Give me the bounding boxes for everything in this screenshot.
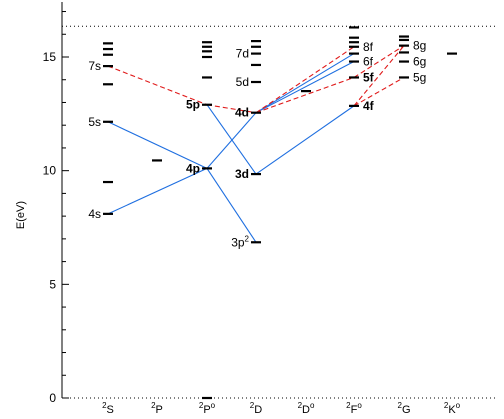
level-label: 4s [88,207,101,221]
column-label: 2D [250,401,262,416]
level-label-text: 5f [363,70,375,84]
y-axis-title: E(eV) [15,201,27,229]
level-label-text: 7d [236,47,249,61]
level-label-text: 6g [413,55,426,69]
column-label-odd-parity: o [211,401,216,410]
column-label-multiplicity: 2 [298,401,303,410]
level-label: 6f [363,55,374,69]
level-label: 5s [88,115,101,129]
transition-solid [206,168,257,243]
column-labels: 2S 2P 2Po 2D 2Do 2Fo 2G 2Ko [102,401,461,416]
level-label-text: 4d [235,106,249,120]
column-label-multiplicity: 2 [102,401,107,410]
level-label-text: 5g [413,70,426,84]
level-label-text: 4s [88,207,101,221]
column-label-multiplicity: 2 [250,401,255,410]
level-label-text: 7s [88,59,101,73]
level-label: 6g [413,55,426,69]
level-label: 4f [363,99,375,113]
level-label-text: 3p [231,235,245,249]
transition-solid [255,61,355,114]
column-label-multiplicity: 2 [444,401,449,410]
level-label: 5d [236,75,249,89]
column-label-term: P [203,404,210,416]
column-label-multiplicity: 2 [199,401,204,410]
level-label: 4p [186,161,200,175]
transition-solid [206,112,257,169]
levels [103,26,457,400]
column-label: 2S [102,401,114,416]
column-label-term: S [107,404,114,416]
level-label-text: 5p [186,98,200,112]
transition-dashed [206,104,257,114]
level-label: 5p [186,98,200,112]
level-label: 5g [413,70,426,84]
level-label-text: 3d [235,167,249,181]
column-label: 2Po [199,401,216,416]
level-label-text: 5d [236,75,249,89]
level-label: 3d [235,167,249,181]
column-label-multiplicity: 2 [397,401,402,410]
column-label: 2Do [298,401,315,416]
column-label-term: G [402,404,411,416]
axes: 0 5 10 15 [43,2,498,405]
column-label: 2G [397,401,410,416]
column-label: 2Ko [444,401,461,416]
level-label-text: 4f [363,99,375,113]
transitions [107,45,405,243]
level-label-sup: 2 [245,234,250,243]
y-tick-label: 5 [49,277,56,291]
level-label-text: 4p [186,161,200,175]
transition-dashed [255,76,355,114]
transition-solid [255,53,355,114]
column-label-term: F [351,404,358,416]
level-label: 7s [88,59,101,73]
level-label: 3p2 [231,234,249,249]
column-label-term: D [302,404,310,416]
level-label: 5f [363,70,375,84]
transition-solid [255,105,355,175]
column-label: 2Fo [346,401,362,416]
level-label: 8g [413,39,426,53]
transition-dashed [255,46,355,114]
level-label-text: 6f [363,55,374,69]
column-label-term: K [448,404,456,416]
transition-dashed [353,45,405,107]
column-label-term: D [254,404,262,416]
column-label-odd-parity: o [456,401,461,410]
column-label-multiplicity: 2 [346,401,351,410]
column-label: 2P [151,401,163,416]
column-label-multiplicity: 2 [151,401,156,410]
transition-dashed [353,45,405,78]
transition-solid [206,104,257,175]
level-label: 7d [236,47,249,61]
y-tick-label: 10 [43,164,57,178]
level-label-text: 5s [88,115,101,129]
level-label-text: 8g [413,39,426,53]
column-label-odd-parity: o [357,401,362,410]
column-label-term: P [156,404,163,416]
level-label: 8f [363,40,374,54]
transition-solid [107,167,208,215]
transition-dashed [353,76,405,107]
y-tick-label: 15 [43,50,57,64]
transition-dashed [107,65,208,106]
transition-solid [107,121,208,169]
y-tick-label: 0 [49,391,56,405]
column-label-odd-parity: o [310,401,315,410]
level-label-text: 8f [363,40,374,54]
level-label: 4d [235,106,249,120]
